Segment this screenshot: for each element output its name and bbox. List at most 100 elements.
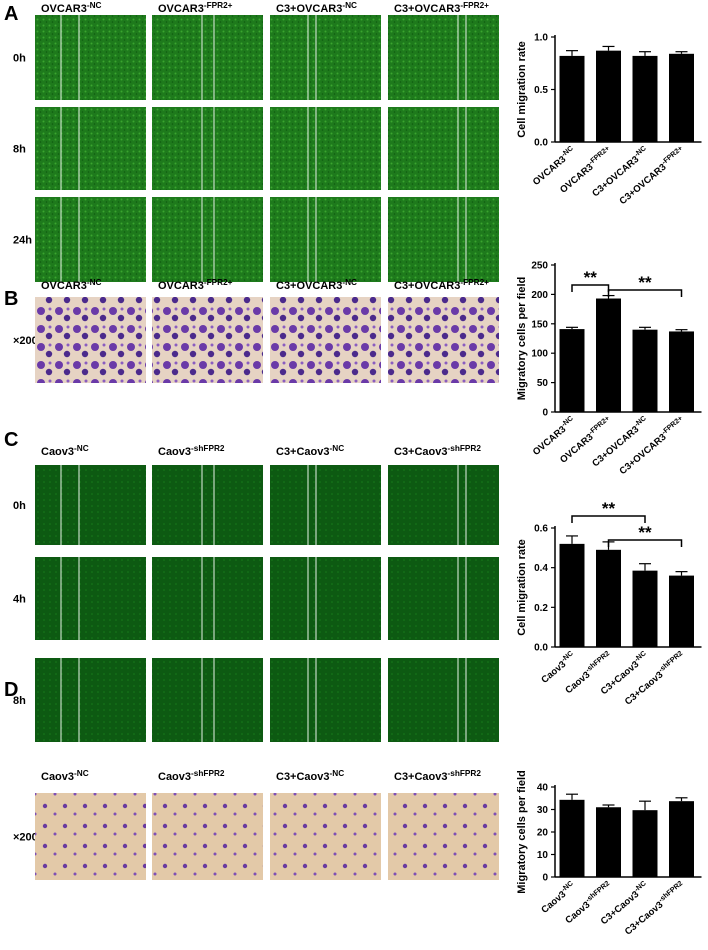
- y-axis-title: Migratory cells per field: [516, 770, 528, 893]
- bar: [596, 549, 621, 647]
- y-tick-label: 0: [542, 873, 548, 884]
- column-label: C3+Caov3-NC: [276, 769, 344, 784]
- significance-label: **: [602, 499, 616, 518]
- micrograph: [152, 197, 263, 282]
- micrograph: [270, 107, 381, 190]
- y-tick-label: 0.5: [534, 85, 548, 96]
- micrograph: [270, 465, 381, 545]
- micrograph: [388, 107, 499, 190]
- error-bar: [675, 571, 688, 576]
- error-bar: [639, 326, 651, 330]
- y-tick-label: 30: [537, 805, 549, 816]
- error-bar: [639, 563, 651, 571]
- y-axis-title: Migratory cells per field: [516, 277, 528, 400]
- column-label: OVCAR3-FPR2+: [158, 1, 233, 16]
- significance-label: **: [638, 273, 652, 292]
- y-tick-label: 100: [531, 349, 548, 360]
- significance-bracket: [571, 284, 610, 292]
- column-label: C3+Caov3-NC: [276, 444, 344, 459]
- y-tick-label: 0.6: [534, 524, 548, 535]
- row-label: 8h: [13, 144, 26, 156]
- micrograph: [152, 793, 263, 880]
- micrograph: [270, 793, 381, 880]
- column-label: C3+OVCAR3-NC: [276, 278, 357, 293]
- bar: [669, 331, 694, 412]
- micrograph: [152, 107, 263, 190]
- micrograph: [270, 557, 381, 640]
- micrograph: [35, 658, 146, 742]
- bar: [596, 298, 621, 412]
- micrograph: [35, 197, 146, 282]
- significance-label: **: [584, 268, 598, 287]
- x-tick-label: C3+OVCAR3-FPR2+: [616, 414, 687, 477]
- significance-bracket: [607, 289, 683, 297]
- error-bar: [566, 50, 578, 56]
- bar: [596, 807, 621, 877]
- micrograph: [388, 557, 499, 640]
- micrograph: [152, 465, 263, 545]
- panel-letter: D: [4, 679, 18, 701]
- column-label: OVCAR3-NC: [41, 278, 102, 293]
- panel-letter: C: [4, 429, 18, 451]
- micrograph: [35, 107, 146, 190]
- column-label: C3+Caov3-shFPR2: [394, 769, 481, 784]
- column-label: C3+Caov3-shFPR2: [394, 444, 481, 459]
- micrograph: [270, 197, 381, 282]
- y-tick-label: 0: [542, 408, 548, 419]
- bar: [632, 810, 658, 877]
- micrograph: [388, 15, 499, 100]
- micrograph: [388, 465, 499, 545]
- column-label: C3+OVCAR3-FPR2+: [394, 1, 489, 16]
- row-label: 0h: [13, 500, 26, 512]
- micrograph: [35, 297, 146, 383]
- micrograph: [152, 557, 263, 640]
- micrograph: [270, 297, 381, 383]
- bar: [559, 55, 585, 142]
- panel-letter: B: [4, 288, 18, 310]
- x-tick-label: C3+OVCAR3-FPR2+: [616, 144, 687, 207]
- bar: [559, 329, 585, 412]
- micrograph: [152, 658, 263, 742]
- x-tick-label: C3+Caov3-shFPR2: [622, 879, 688, 937]
- bar: [632, 329, 658, 412]
- column-label: C3+OVCAR3-NC: [276, 1, 357, 16]
- micrograph: [270, 15, 381, 100]
- error-bar: [675, 51, 688, 54]
- row-label: 4h: [13, 594, 26, 606]
- error-bar: [639, 51, 651, 56]
- column-label: Caov3-NC: [41, 444, 89, 459]
- y-tick-label: 200: [531, 290, 548, 301]
- y-tick-label: 50: [537, 378, 549, 389]
- significance-label: **: [638, 523, 652, 542]
- bar: [559, 799, 585, 877]
- panel-letter: A: [4, 3, 18, 25]
- y-tick-label: 20: [537, 828, 549, 839]
- micrograph: [35, 15, 146, 100]
- error-bar: [602, 45, 615, 51]
- row-label: ×200: [13, 832, 38, 844]
- error-bar: [566, 326, 578, 330]
- micrograph: [388, 197, 499, 282]
- micrograph: [388, 658, 499, 742]
- y-tick-label: 1.0: [534, 33, 548, 44]
- row-label: 0h: [13, 53, 26, 65]
- row-label: 8h: [13, 695, 26, 707]
- bar: [669, 53, 694, 142]
- error-bar: [675, 329, 688, 332]
- micrograph: [35, 465, 146, 545]
- bar: [559, 543, 585, 647]
- error-bar: [639, 800, 651, 811]
- micrograph: [270, 658, 381, 742]
- row-label: 24h: [13, 235, 32, 247]
- y-axis-title: Cell migration rate: [516, 539, 528, 636]
- significance-bracket: [607, 539, 683, 547]
- micrograph: [35, 793, 146, 880]
- column-label: Caov3-NC: [41, 769, 89, 784]
- micrograph: [388, 297, 499, 383]
- column-label: OVCAR3-NC: [41, 1, 102, 16]
- y-tick-label: 10: [537, 850, 549, 861]
- x-tick-label: C3+Caov3-shFPR2: [622, 649, 688, 707]
- micrograph: [152, 15, 263, 100]
- column-label: Caov3-shFPR2: [158, 444, 225, 459]
